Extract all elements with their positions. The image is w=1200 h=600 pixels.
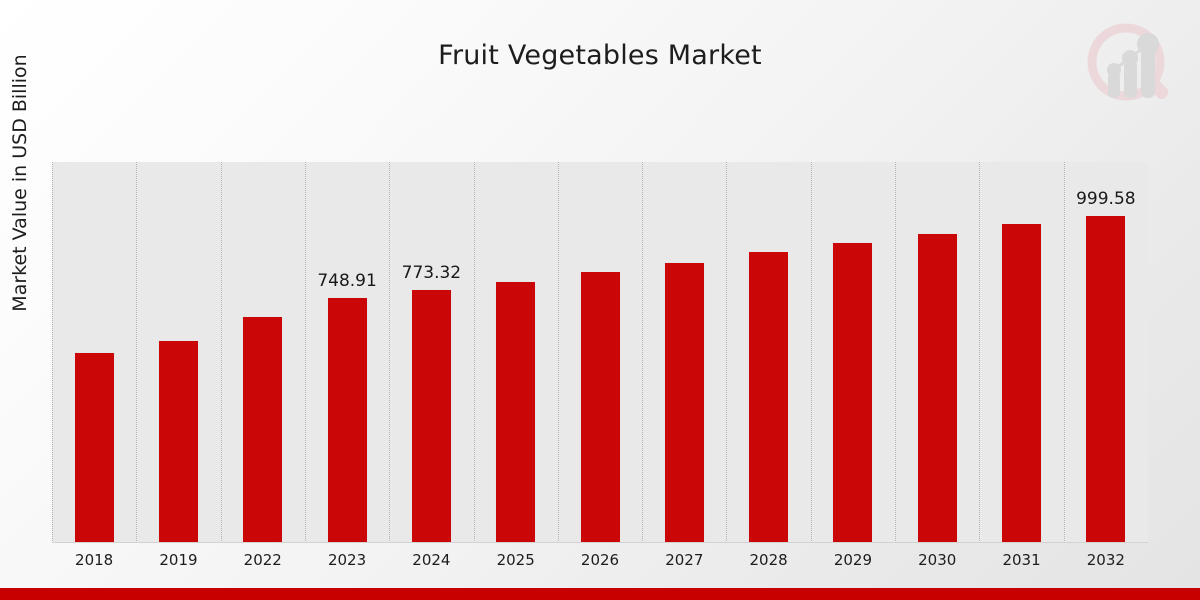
gridline xyxy=(557,162,560,543)
bar-2023[interactable] xyxy=(326,297,368,543)
plot-area xyxy=(52,162,1148,543)
bar-2019[interactable] xyxy=(157,339,199,543)
bar-value-label-2023: 748.91 xyxy=(317,271,377,292)
bar-2032[interactable] xyxy=(1085,214,1127,543)
x-axis-tick-2025: 2025 xyxy=(496,551,535,569)
x-axis-tick-2028: 2028 xyxy=(749,551,788,569)
bar-2030[interactable] xyxy=(916,232,958,543)
x-axis-tick-2027: 2027 xyxy=(665,551,704,569)
bar-chart-icon xyxy=(1107,33,1159,98)
x-axis-tick-2024: 2024 xyxy=(412,551,451,569)
bar-2018[interactable] xyxy=(73,351,115,543)
gridline xyxy=(726,162,728,543)
gridline xyxy=(1063,162,1066,543)
x-axis-tick-2019: 2019 xyxy=(159,551,198,569)
x-axis-tick-2031: 2031 xyxy=(1002,551,1041,569)
y-axis-title: Market Value in USD Billion xyxy=(9,54,31,312)
chart-title: Fruit Vegetables Market xyxy=(438,40,762,71)
gridline xyxy=(220,162,223,543)
gridline xyxy=(642,162,644,543)
gridline xyxy=(979,162,981,543)
x-axis-tick-2023: 2023 xyxy=(327,551,367,569)
bottom-accent-banner xyxy=(0,588,1200,600)
bar-2031[interactable] xyxy=(1001,222,1043,543)
bar-2029[interactable] xyxy=(832,241,874,543)
gridline xyxy=(895,162,897,543)
bar-2028[interactable] xyxy=(748,251,790,543)
bar-2025[interactable] xyxy=(495,281,537,543)
bar-value-label-2024: 773.32 xyxy=(401,263,462,283)
gridline xyxy=(136,162,138,543)
gridline xyxy=(52,162,54,543)
gridline xyxy=(810,162,813,543)
x-axis-tick-2029: 2029 xyxy=(833,551,873,569)
bar-2027[interactable] xyxy=(663,261,705,543)
x-axis-tick-2030: 2030 xyxy=(918,551,957,569)
bar-2026[interactable] xyxy=(579,271,621,543)
bar-value-label-2032: 999.58 xyxy=(1076,188,1136,209)
bar-2022[interactable] xyxy=(242,315,284,543)
x-axis-tick-2018: 2018 xyxy=(75,551,114,569)
gridline xyxy=(473,162,476,543)
gridline xyxy=(389,162,391,543)
x-axis-tick-2022: 2022 xyxy=(243,551,282,569)
x-axis-tick-2026: 2026 xyxy=(580,551,620,569)
gridline xyxy=(304,162,307,543)
bar-2024[interactable] xyxy=(410,289,452,543)
watermark-logo xyxy=(1078,16,1182,120)
x-axis-tick-2032: 2032 xyxy=(1086,551,1125,569)
